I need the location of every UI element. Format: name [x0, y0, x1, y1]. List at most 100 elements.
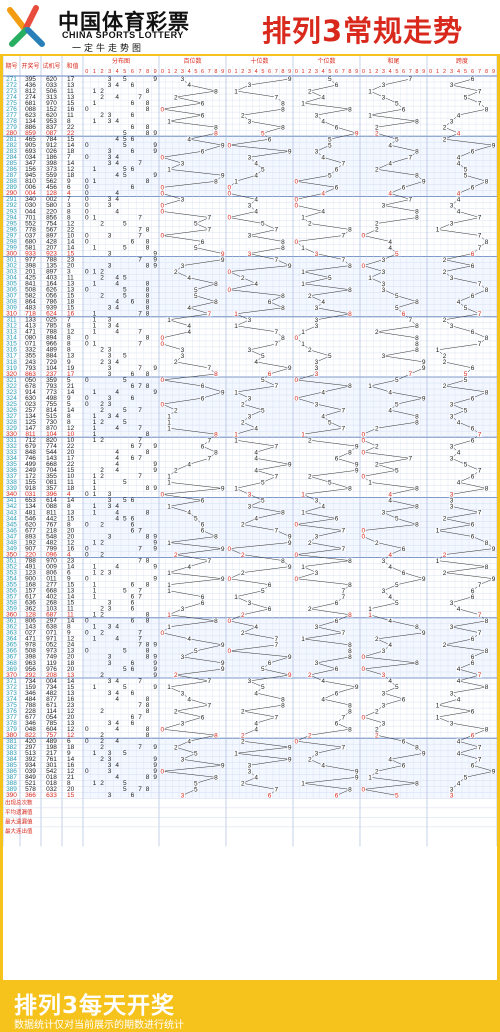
- trend-mark-bg: [226, 286, 232, 293]
- trend-mark: 7: [207, 227, 211, 234]
- trend-mark-bg: [327, 274, 333, 281]
- test-number: 119: [46, 660, 57, 667]
- distribution-digit: 5: [123, 136, 127, 143]
- trend-mark: 8: [348, 106, 352, 113]
- trend-mark: 0: [362, 437, 366, 444]
- trend-mark: 7: [207, 455, 211, 462]
- distribution-digit: 6: [131, 82, 135, 89]
- trend-mark-bg: [435, 527, 440, 534]
- trend-mark-bg: [374, 539, 380, 546]
- trend-mark: 8: [214, 449, 218, 456]
- trend-mark: 3: [382, 720, 386, 727]
- trend-mark: 6: [335, 124, 339, 131]
- test-number: 894: [46, 335, 57, 342]
- trend-mark-bg: [394, 581, 400, 588]
- trend-mark: 9: [221, 762, 225, 769]
- trend-mark: 7: [341, 257, 345, 264]
- distribution-digit: 4: [115, 624, 119, 631]
- test-number: 806: [46, 569, 57, 576]
- winning-number: 914: [25, 389, 36, 396]
- trend-mark-bg: [233, 485, 239, 492]
- trend-mark-bg: [320, 503, 326, 510]
- issue-number: 385: [6, 762, 17, 769]
- trend-mark-bg: [253, 208, 259, 215]
- trend-mark: 4: [457, 154, 461, 161]
- trend-mark-bg: [442, 383, 447, 389]
- digit-header: 0: [429, 69, 432, 75]
- issue-number: 274: [6, 94, 17, 101]
- brand-slogan: 一定牛走势图: [72, 44, 145, 54]
- trend-mark: 3: [315, 534, 319, 541]
- trend-mark-bg: [314, 533, 319, 540]
- trend-mark-bg: [173, 551, 179, 558]
- distribution-digit: 9: [153, 774, 157, 781]
- row-stripe: [83, 762, 497, 769]
- winning-number: 483: [25, 305, 36, 312]
- winning-number: 192: [25, 539, 36, 546]
- trend-mark: 6: [471, 263, 475, 270]
- distribution-digit: 2: [100, 630, 104, 637]
- issue-number: 362: [6, 624, 17, 631]
- trend-mark: 8: [214, 130, 218, 137]
- trend-mark: 9: [288, 76, 292, 83]
- row-stripe: [83, 635, 497, 642]
- trend-mark-bg: [247, 678, 252, 684]
- trend-mark-bg: [367, 774, 373, 781]
- trend-mark-bg: [166, 118, 172, 124]
- issue-number: 375: [6, 702, 17, 709]
- winning-number: 552: [25, 220, 36, 227]
- trend-mark-bg: [381, 587, 386, 594]
- issue-number: 303: [6, 268, 17, 275]
- trend-mark: 5: [395, 582, 399, 589]
- trend-mark-bg: [287, 76, 293, 82]
- trend-mark-bg: [334, 515, 339, 522]
- trend-mark-bg: [470, 593, 475, 600]
- trend-mark-bg: [280, 124, 286, 130]
- distribution-digit: 3: [108, 678, 112, 685]
- row-stripe: [83, 184, 497, 191]
- trend-mark: 9: [288, 263, 292, 270]
- trend-mark: 2: [241, 419, 245, 426]
- distribution-digit: 7: [138, 311, 142, 318]
- digit-header: 7: [342, 69, 345, 75]
- trend-mark: 3: [181, 654, 185, 661]
- issue-number: 318: [6, 359, 17, 366]
- trend-mark-bg: [360, 533, 366, 540]
- distribution-digit: 6: [131, 383, 135, 390]
- sum-value: 14: [67, 142, 75, 149]
- trend-mark-bg: [206, 678, 212, 684]
- trend-mark-bg: [340, 425, 346, 431]
- trend-mark: 3: [181, 353, 185, 360]
- trend-mark-bg: [484, 563, 489, 570]
- trend-mark: 2: [308, 221, 312, 228]
- trend-mark: 6: [335, 793, 339, 800]
- sum-value: 15: [67, 684, 75, 691]
- trend-mark-bg: [260, 497, 266, 504]
- distribution-digit: 8: [146, 383, 150, 390]
- trend-mark: 8: [415, 148, 419, 155]
- winning-number: 978: [25, 642, 36, 649]
- row-stripe: [83, 292, 497, 299]
- distribution-digit: 5: [123, 353, 127, 360]
- winning-number: 172: [25, 473, 36, 480]
- trend-mark-bg: [340, 545, 346, 552]
- distribution-digit: 7: [138, 473, 142, 480]
- trend-mark: 4: [187, 275, 191, 282]
- sum-value: 14: [67, 756, 75, 763]
- trend-mark: 9: [221, 173, 225, 180]
- trend-mark: 8: [415, 341, 419, 348]
- page-title: 排列3常规走势: [262, 14, 464, 48]
- trend-mark-bg: [220, 642, 226, 648]
- trend-mark-bg: [387, 491, 393, 498]
- trend-mark-bg: [374, 124, 380, 130]
- trend-mark-bg: [159, 232, 165, 239]
- distribution-digit: 1: [93, 118, 97, 125]
- test-number: 976: [46, 666, 57, 673]
- trend-mark-bg: [367, 479, 373, 486]
- trend-mark: 8: [214, 732, 218, 739]
- trend-mark-bg: [273, 714, 279, 720]
- sum-value: 4: [67, 190, 71, 197]
- trend-mark-bg: [477, 280, 482, 287]
- trend-mark: 6: [471, 185, 475, 192]
- trend-mark-bg: [247, 762, 252, 769]
